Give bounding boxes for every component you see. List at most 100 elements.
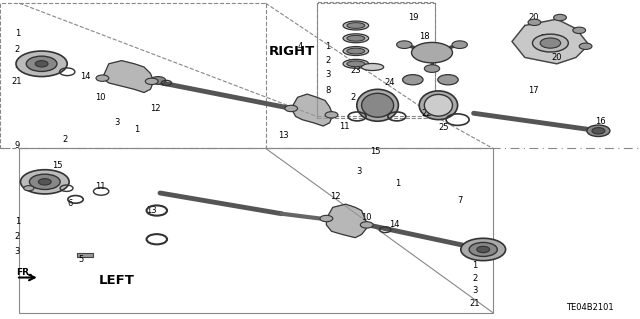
Text: 20: 20 bbox=[541, 34, 551, 43]
Text: FR.: FR. bbox=[16, 268, 33, 277]
Circle shape bbox=[424, 65, 440, 72]
Circle shape bbox=[29, 174, 60, 189]
Text: 3: 3 bbox=[114, 118, 119, 127]
Ellipse shape bbox=[343, 59, 369, 68]
Circle shape bbox=[397, 41, 412, 48]
Text: 7: 7 bbox=[458, 196, 463, 205]
Text: 2: 2 bbox=[325, 56, 330, 65]
Text: 13: 13 bbox=[278, 131, 289, 140]
Polygon shape bbox=[291, 94, 333, 126]
Circle shape bbox=[96, 75, 109, 81]
Text: 2: 2 bbox=[15, 232, 20, 241]
Circle shape bbox=[573, 27, 586, 33]
Ellipse shape bbox=[347, 23, 365, 28]
Text: 20: 20 bbox=[552, 53, 562, 62]
Circle shape bbox=[554, 14, 566, 21]
Text: 1: 1 bbox=[15, 217, 20, 226]
Circle shape bbox=[452, 41, 467, 48]
Text: 9: 9 bbox=[15, 141, 20, 150]
Text: 4: 4 bbox=[298, 42, 303, 51]
Circle shape bbox=[360, 222, 373, 228]
Ellipse shape bbox=[343, 34, 369, 43]
Text: 2: 2 bbox=[63, 135, 68, 144]
Text: 24: 24 bbox=[384, 78, 394, 87]
Text: 11: 11 bbox=[95, 182, 105, 191]
Text: 2: 2 bbox=[351, 93, 356, 102]
Text: 12: 12 bbox=[150, 104, 161, 113]
Text: 15: 15 bbox=[52, 161, 63, 170]
Ellipse shape bbox=[357, 89, 398, 121]
Text: 10: 10 bbox=[95, 93, 105, 102]
Text: 1: 1 bbox=[472, 261, 477, 270]
Circle shape bbox=[579, 43, 592, 49]
Text: 18: 18 bbox=[419, 32, 430, 41]
Text: 10: 10 bbox=[361, 213, 371, 222]
Circle shape bbox=[469, 242, 497, 256]
Circle shape bbox=[150, 77, 166, 84]
Text: RIGHT: RIGHT bbox=[269, 45, 315, 57]
Circle shape bbox=[145, 78, 158, 85]
Circle shape bbox=[592, 128, 605, 134]
Text: 3: 3 bbox=[15, 61, 20, 70]
Text: TE04B2101: TE04B2101 bbox=[566, 303, 614, 312]
Circle shape bbox=[285, 105, 298, 112]
Circle shape bbox=[325, 112, 338, 118]
Text: 13: 13 bbox=[146, 206, 157, 215]
Circle shape bbox=[26, 56, 57, 71]
Circle shape bbox=[587, 125, 610, 137]
Text: 2: 2 bbox=[15, 45, 20, 54]
Ellipse shape bbox=[362, 93, 394, 117]
Bar bbox=[77, 253, 93, 257]
Bar bbox=[19, 148, 493, 313]
Ellipse shape bbox=[343, 47, 369, 56]
Text: 3: 3 bbox=[325, 70, 330, 79]
Circle shape bbox=[320, 215, 333, 222]
Circle shape bbox=[477, 246, 490, 253]
Text: 14: 14 bbox=[389, 220, 399, 229]
Polygon shape bbox=[102, 61, 154, 93]
Circle shape bbox=[38, 179, 51, 185]
Ellipse shape bbox=[361, 63, 383, 70]
Circle shape bbox=[403, 75, 423, 85]
Text: 16: 16 bbox=[595, 117, 606, 126]
Circle shape bbox=[24, 186, 34, 191]
Text: 8: 8 bbox=[325, 86, 330, 95]
Text: 6: 6 bbox=[67, 199, 72, 208]
Text: 15: 15 bbox=[370, 147, 380, 156]
Ellipse shape bbox=[343, 21, 369, 30]
Text: 25: 25 bbox=[438, 123, 449, 132]
Polygon shape bbox=[326, 204, 368, 238]
Text: 2: 2 bbox=[472, 274, 477, 283]
Text: 3: 3 bbox=[15, 247, 20, 256]
Text: 14: 14 bbox=[80, 72, 90, 81]
Bar bbox=[317, 2, 435, 118]
Text: 3: 3 bbox=[356, 167, 362, 176]
Text: LEFT: LEFT bbox=[99, 274, 135, 287]
Circle shape bbox=[438, 75, 458, 85]
Text: 17: 17 bbox=[528, 86, 539, 95]
Circle shape bbox=[412, 42, 452, 63]
Text: 3: 3 bbox=[472, 286, 477, 295]
Bar bbox=[317, 3, 435, 116]
Circle shape bbox=[16, 51, 67, 77]
Text: 12: 12 bbox=[330, 192, 340, 201]
Ellipse shape bbox=[347, 35, 365, 41]
Circle shape bbox=[461, 238, 506, 261]
Circle shape bbox=[540, 38, 561, 48]
Text: 1: 1 bbox=[396, 179, 401, 188]
Text: 21: 21 bbox=[12, 77, 22, 86]
Text: 23: 23 bbox=[351, 66, 362, 75]
Ellipse shape bbox=[347, 61, 365, 67]
Text: 1: 1 bbox=[325, 42, 330, 51]
Ellipse shape bbox=[347, 48, 365, 54]
Bar bbox=[0, 3, 266, 148]
Circle shape bbox=[35, 61, 48, 67]
Text: 20: 20 bbox=[528, 13, 538, 22]
Text: 11: 11 bbox=[339, 122, 349, 130]
Text: 1: 1 bbox=[134, 125, 140, 134]
Text: 1: 1 bbox=[15, 29, 20, 38]
Ellipse shape bbox=[419, 91, 458, 120]
Ellipse shape bbox=[424, 94, 452, 116]
Circle shape bbox=[20, 170, 69, 194]
Text: 22: 22 bbox=[421, 109, 431, 118]
